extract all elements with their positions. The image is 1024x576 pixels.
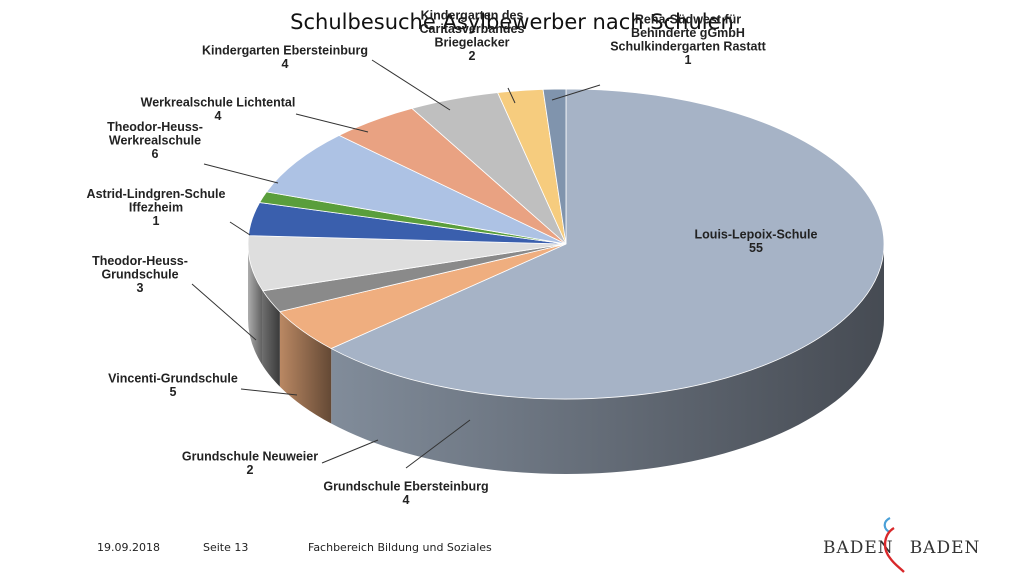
pie-slice-theodor-heuss-werkrealschule: [265, 134, 567, 245]
leader-line-werkrealschule-lichtental: [295, 113, 369, 133]
data-label-vincenti-grundschule: Vincenti-Grundschule 5: [108, 372, 238, 400]
logo-swirl-icon: [883, 517, 905, 573]
pie-slice-reha-südwest-für-behinderte-ggmbh-schulkindergarten-rastatt: [542, 88, 567, 245]
data-label-werkrealschule-lichtental: Werkrealschule Lichtental 4: [141, 96, 296, 124]
data-label-reha-südwest-für-behinderte-ggmbh-schulkindergarten-rastatt: Reha-Südwest für Behinderte gGmbH Schulkin…: [610, 13, 766, 68]
pie-side-louis-lepoix-schule: [331, 244, 884, 475]
data-label-kindergarten-ebersteinburg: Kindergarten Ebersteinburg 4: [202, 44, 368, 72]
leader-line-theodor-heuss-grundschule: [191, 283, 257, 341]
leader-line-astrid-lindgren-schule-iffezheim: [229, 221, 251, 236]
pie-side-grundschule-ebersteinburg: [279, 311, 332, 424]
logo-text-right: BADEN: [909, 538, 981, 558]
pie-side-vincenti-grundschule: [248, 244, 263, 366]
data-label-theodor-heuss-grundschule: Theodor-Heuss-Grundschule 3: [92, 254, 188, 295]
footer-department: Fachbereich Bildung und Soziales: [308, 541, 492, 554]
baden-baden-logo: BADEN BADEN: [823, 514, 979, 574]
leader-line-grundschule-ebersteinburg: [405, 419, 471, 469]
pie-side-grundschule-neuweier: [262, 290, 280, 387]
pie-slice-louis-lepoix-schule: [330, 88, 885, 400]
leader-line-theodor-heuss-werkrealschule: [203, 163, 279, 184]
data-label-grundschule-ebersteinburg: Grundschule Ebersteinburg 4: [323, 480, 488, 508]
footer-date: 19.09.2018: [97, 541, 160, 554]
leader-line-kindergarten-des-caritasverbandes-briegelacker: [507, 87, 516, 104]
data-label-louis-lepoix-schule: Louis-Lepoix-Schule 55: [695, 228, 818, 256]
data-label-astrid-lindgren-schule-iffezheim: Astrid-Lindgren-Schule Iffezheim 1: [87, 187, 226, 228]
leader-line-grundschule-neuweier: [321, 439, 379, 464]
leader-line-kindergarten-ebersteinburg: [371, 59, 451, 111]
footer-page-number: Seite 13: [203, 541, 249, 554]
data-label-grundschule-neuweier: Grundschule Neuweier 2: [182, 450, 318, 478]
data-label-theodor-heuss-werkrealschule: Theodor-Heuss-Werkrealschule 6: [107, 120, 203, 161]
chart-title: Schulbesuche Asylbewerber nach Schulen: [290, 10, 734, 34]
leader-line-vincenti-grundschule: [240, 388, 298, 396]
data-label-kindergarten-des-caritasverbandes-briegelacker: Kindergarten des Caritasverbandes Briegela…: [420, 9, 525, 64]
leader-line-reha-südwest-für-behinderte-ggmbh-schulkindergarten-rastatt: [551, 84, 601, 101]
logo-text-left: BADEN: [823, 538, 894, 558]
